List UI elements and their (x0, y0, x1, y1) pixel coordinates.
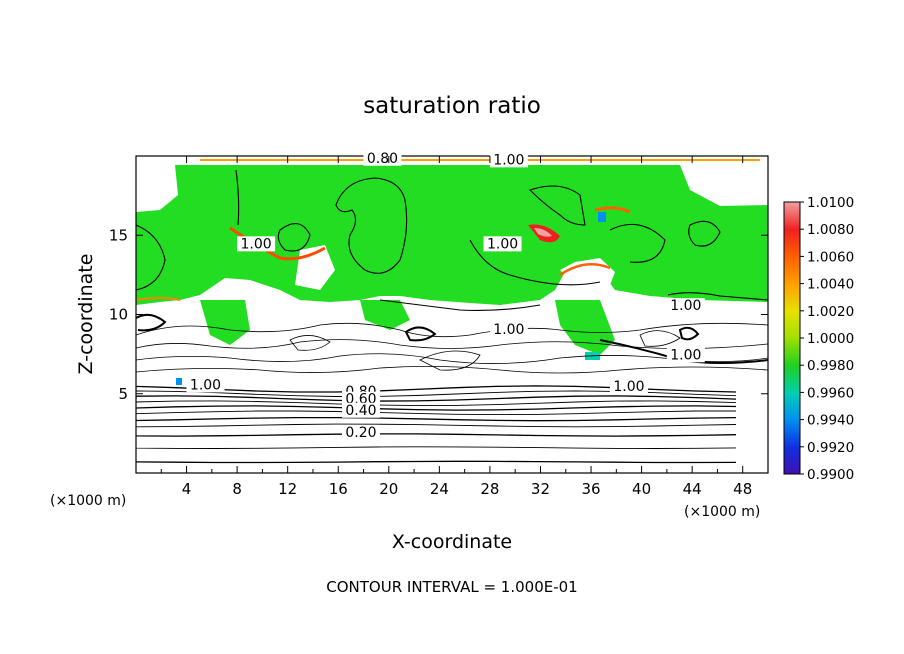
y-tick-label: 15 (109, 226, 128, 244)
contour-label: 1.00 (493, 322, 524, 338)
colorbar-segment (784, 419, 800, 448)
colorbar-label: 1.0040 (807, 277, 854, 293)
x-tick-label: 20 (379, 480, 398, 498)
y-tick-label: 5 (118, 385, 128, 403)
contour-label: 1.00 (240, 236, 271, 252)
colorbar-label: 0.9960 (807, 385, 854, 401)
contour-label-bg (489, 152, 528, 168)
colorbar-segment (784, 256, 800, 285)
colorbar-label: 1.0000 (807, 331, 854, 347)
colorbar-segment (784, 283, 800, 312)
contour-label: 1.00 (670, 347, 701, 363)
chart-title: saturation ratio (363, 93, 541, 119)
stratiform-contour (136, 460, 737, 464)
x-unit-left: (×1000 m) (50, 493, 126, 509)
plot-area (136, 156, 768, 473)
stratiform-contour (136, 395, 737, 402)
colorbar-label: 1.0020 (807, 304, 854, 320)
contour-label: 1.00 (487, 236, 518, 252)
colorbar-segment (784, 338, 800, 366)
contour-label: 1.00 (670, 298, 701, 314)
x-tick-label: 48 (733, 480, 752, 498)
colorbar-segment (784, 365, 800, 393)
contour-label-bg (666, 347, 705, 363)
contour-label: 0.80 (367, 151, 398, 167)
contour-lines (136, 169, 768, 311)
contour-label: 1.00 (190, 377, 221, 393)
contour-label-bg (489, 321, 528, 337)
y-tick-label: 10 (109, 306, 128, 324)
x-unit-right: (×1000 m) (684, 504, 760, 520)
stratiform-contour (136, 423, 737, 428)
colorbar-segment (784, 392, 800, 421)
stratiform-contour (136, 416, 737, 422)
stratiform-contour (136, 410, 736, 416)
contour-label-bg (483, 236, 522, 252)
stratiform-contour (136, 400, 737, 407)
contour-label-bg (666, 298, 705, 314)
contour-interval-note: CONTOUR INTERVAL = 1.000E-01 (326, 578, 577, 596)
contour-label-bg (341, 402, 380, 418)
x-tick-label: 12 (278, 480, 297, 498)
stratiform-contour (136, 446, 737, 449)
contour-label-bg (341, 424, 380, 440)
contour-label: 0.40 (345, 403, 376, 419)
y-axis-label: Z-coordinate (75, 254, 97, 375)
colorbar-label: 0.9980 (807, 358, 854, 374)
stratiform-contour (136, 433, 737, 437)
colorbar-label: 1.0080 (807, 222, 854, 238)
colorbar-segment (784, 229, 800, 257)
x-axis-label: X-coordinate (392, 531, 512, 553)
colorbar-label: 0.9920 (807, 440, 854, 456)
contour-label: 0.20 (345, 425, 376, 441)
x-tick-label: 32 (531, 480, 550, 498)
colorbar-segment (784, 310, 800, 339)
colorbar-label: 1.0100 (807, 195, 854, 211)
contour-label: 1.00 (493, 152, 524, 168)
colorbar-segment (784, 202, 800, 230)
x-tick-label: 36 (581, 480, 600, 498)
x-tick-label: 24 (430, 480, 449, 498)
contour-label-bg (186, 377, 225, 393)
x-tick-label: 8 (232, 480, 242, 498)
colorbar: 1.0100 1.0080 1.0060 1.0040 1.0020 1.0000 0.99… (783, 195, 854, 483)
contour-label: 1.00 (613, 379, 644, 395)
colorbar-label: 0.9940 (807, 413, 854, 429)
colorbar-label: 1.0060 (807, 249, 854, 265)
colorbar-segment (784, 446, 800, 475)
x-tick-label: 28 (480, 480, 499, 498)
contour-label-bg (363, 150, 402, 166)
colorbar-label: 0.9900 (807, 467, 854, 483)
x-tick-label: 4 (182, 480, 192, 498)
contour-label-bg (609, 378, 648, 394)
x-tick-label: 40 (632, 480, 651, 498)
stratiform-contour (136, 405, 737, 411)
x-tick-label: 44 (683, 480, 702, 498)
contour-label-bg (237, 236, 276, 252)
x-tick-label: 16 (329, 480, 348, 498)
